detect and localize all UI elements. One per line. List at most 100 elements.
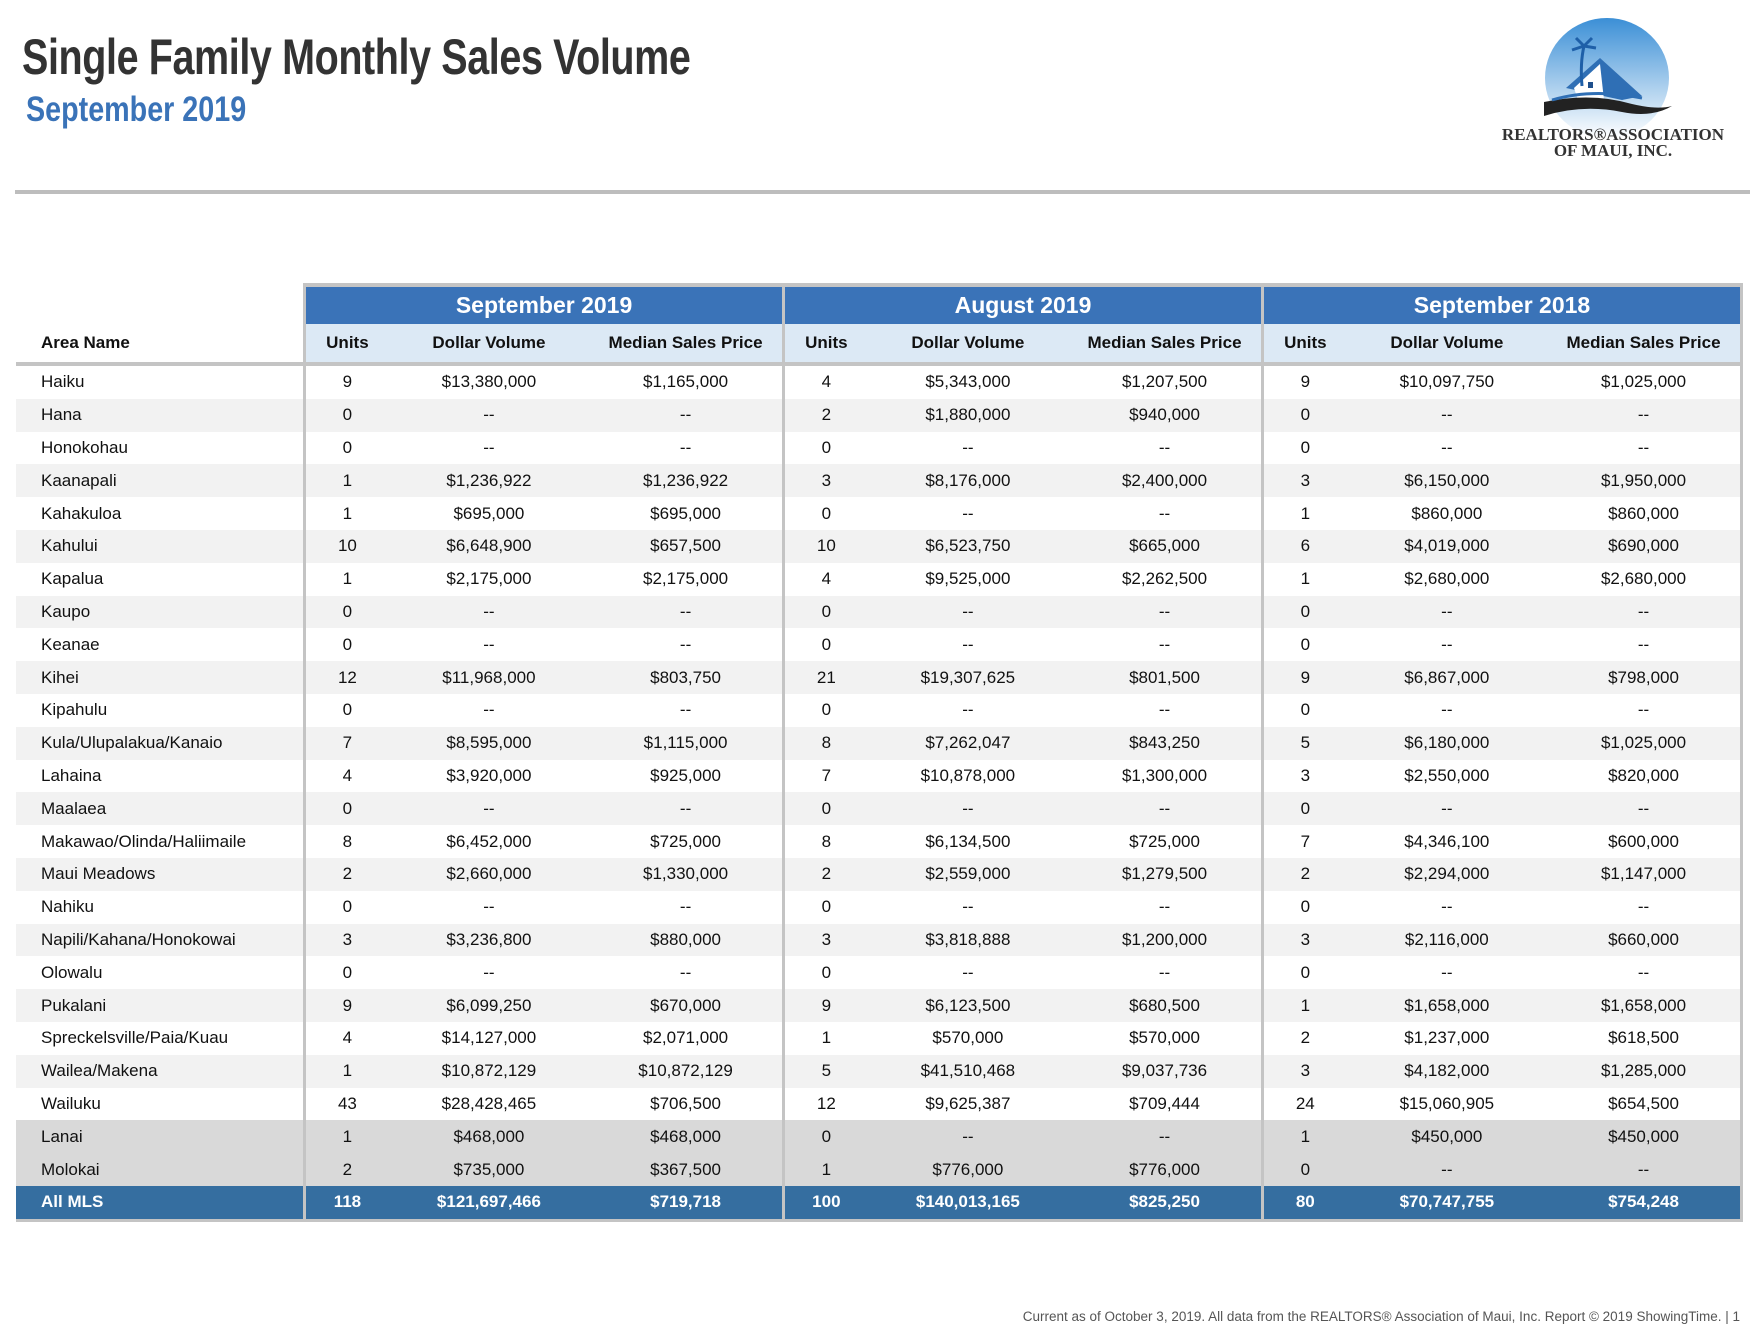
- dollar-volume-cell: $2,550,000: [1404, 765, 1490, 785]
- median-sales-price-cell: --: [1068, 628, 1264, 662]
- median-sales-price-cell: $803,750: [589, 661, 786, 694]
- area-name-cell: Kipahulu: [41, 700, 108, 720]
- units-cell: 0: [303, 595, 389, 629]
- dollar-volume-cell: --: [1441, 700, 1453, 720]
- dollar-volume-cell: $2,294,000: [1346, 857, 1548, 891]
- median-sales-price-cell: --: [589, 890, 786, 924]
- median-sales-price-cell: --: [589, 628, 786, 662]
- dollar-volume-cell: --: [483, 962, 495, 982]
- median-sales-price-cell: --: [1547, 595, 1744, 629]
- units-cell: 3: [782, 464, 868, 498]
- dollar-volume-cell: $19,307,625: [867, 661, 1069, 694]
- units-cell: 10: [303, 529, 389, 563]
- dollar-volume-cell: $2,680,000: [1404, 569, 1490, 589]
- median-sales-price-cell: --: [1068, 431, 1264, 465]
- dollar-volume-cell: --: [962, 437, 974, 457]
- units-cell: 0: [782, 890, 868, 924]
- units-cell: 1: [303, 562, 389, 596]
- median-sales-price-cell: --: [1068, 497, 1264, 530]
- median-sales-price-cell: $1,950,000: [1547, 464, 1744, 498]
- table-row: Kaupo 0 -- -- 0 -- -- 0 -- --: [16, 595, 1744, 629]
- dollar-volume-cell: $8,176,000: [867, 464, 1069, 498]
- dollar-volume-cell: $6,134,500: [925, 831, 1011, 851]
- dollar-volume-cell: --: [388, 792, 590, 826]
- dollar-volume-cell: $3,818,888: [867, 923, 1069, 957]
- table-row: Olowalu 0 -- -- 0 -- -- 0 -- --: [16, 956, 1744, 990]
- dollar-volume-cell: $6,867,000: [1346, 661, 1548, 694]
- units-cell: 1: [1260, 989, 1347, 1022]
- units-cell: 7: [303, 726, 389, 760]
- table-row: Spreckelsville/Paia/Kuau 4 $14,127,000 $2,0…: [16, 1021, 1744, 1055]
- table-row: Haiku 9 $13,380,000 $1,165,000 4 $5,343,000 $1…: [16, 364, 1744, 399]
- blank-header-cell: [16, 285, 305, 324]
- area-name-cell: Nahiku: [41, 897, 94, 917]
- units-cell: 1: [303, 1054, 389, 1088]
- area-name-cell: Olowalu: [41, 962, 103, 982]
- table-row: Maalaea 0 -- -- 0 -- -- 0 -- --: [16, 792, 1744, 826]
- dollar-volume-cell: $776,000: [867, 1153, 1069, 1186]
- table-row: Nahiku 0 -- -- 0 -- -- 0 -- --: [16, 890, 1744, 924]
- dollar-volume-cell: $6,180,000: [1346, 726, 1548, 760]
- units-cell: 0: [303, 398, 389, 432]
- median-sales-price-cell: --: [1068, 595, 1264, 629]
- units-cell: 3: [1260, 759, 1347, 793]
- units-cell: 0: [782, 628, 868, 662]
- area-name-cell: Kapalua: [41, 569, 104, 589]
- units-cell: 0: [1260, 1153, 1347, 1186]
- units-cell: 2: [782, 398, 868, 432]
- header-divider: [15, 190, 1750, 194]
- median-sales-price-cell: $654,500: [1547, 1087, 1744, 1121]
- median-sales-price-cell: $1,279,500: [1068, 857, 1264, 891]
- area-name-cell: Makawao/Olinda/Haliimaile: [41, 831, 247, 851]
- median-sales-price-cell: --: [1547, 693, 1744, 727]
- units-cell: 9: [782, 989, 868, 1022]
- median-sales-price-cell: --: [1547, 628, 1744, 662]
- units-cell: 7: [1260, 825, 1347, 858]
- dollar-volume-cell: --: [1441, 437, 1453, 457]
- page-title: Single Family Monthly Sales Volume: [22, 29, 691, 85]
- median-sales-price-cell: $801,500: [1068, 661, 1264, 694]
- area-name-cell: Lanai: [16, 1120, 305, 1154]
- units-cell: 0: [1260, 693, 1347, 727]
- median-sales-price-cell: --: [1068, 693, 1264, 727]
- dollar-volume-cell: --: [962, 962, 974, 982]
- median-sales-price-cell: $776,000: [1068, 1153, 1264, 1186]
- dollar-volume-cell: $6,523,750: [867, 529, 1069, 563]
- median-sales-price-cell: $925,000: [589, 759, 786, 793]
- units-cell: 4: [782, 364, 868, 399]
- column-header-median-sales-price: Median Sales Price: [1068, 324, 1264, 366]
- table-row: Molokai 2 $735,000 $367,500 1 $776,000 $776,00…: [16, 1153, 1744, 1186]
- dollar-volume-cell: $10,872,129: [388, 1054, 590, 1088]
- median-sales-price-cell: $1,165,000: [589, 364, 786, 399]
- median-sales-price-cell: --: [1547, 431, 1744, 465]
- units-cell: 9: [1260, 661, 1347, 694]
- median-sales-price-cell: $825,250: [1068, 1185, 1264, 1222]
- units-cell: 0: [1260, 398, 1347, 432]
- units-cell: 9: [1260, 364, 1347, 399]
- median-sales-price-cell: $1,147,000: [1547, 857, 1744, 891]
- units-cell: 0: [303, 792, 389, 826]
- units-cell: 7: [782, 759, 868, 793]
- units-cell: 0: [1260, 595, 1347, 629]
- median-sales-price-cell: $665,000: [1068, 529, 1264, 563]
- dollar-volume-cell: $735,000: [388, 1153, 590, 1186]
- dollar-volume-cell: --: [962, 503, 974, 523]
- dollar-volume-cell: --: [962, 700, 974, 720]
- units-cell: 0: [303, 890, 389, 924]
- dollar-volume-cell: $3,236,800: [388, 923, 590, 957]
- median-sales-price-cell: $1,200,000: [1068, 923, 1264, 957]
- table-row: Kahakuloa 1 $695,000 $695,000 0 -- -- 1 $860,000…: [16, 497, 1744, 530]
- dollar-volume-cell: $3,920,000: [446, 765, 532, 785]
- dollar-volume-cell: --: [1441, 962, 1453, 982]
- units-cell: 0: [782, 1120, 868, 1154]
- dollar-volume-cell: --: [962, 897, 974, 917]
- units-cell: 3: [303, 923, 389, 957]
- median-sales-price-cell: $2,071,000: [589, 1021, 786, 1055]
- units-cell: 8: [782, 825, 868, 858]
- median-sales-price-cell: $600,000: [1547, 825, 1744, 858]
- table-row: Hana 0 -- -- 2 $1,880,000 $940,000 0 -- --: [16, 398, 1744, 432]
- median-sales-price-cell: $940,000: [1068, 398, 1264, 432]
- units-cell: 0: [1260, 890, 1347, 924]
- median-sales-price-cell: $798,000: [1547, 661, 1744, 694]
- units-cell: 5: [1260, 726, 1347, 760]
